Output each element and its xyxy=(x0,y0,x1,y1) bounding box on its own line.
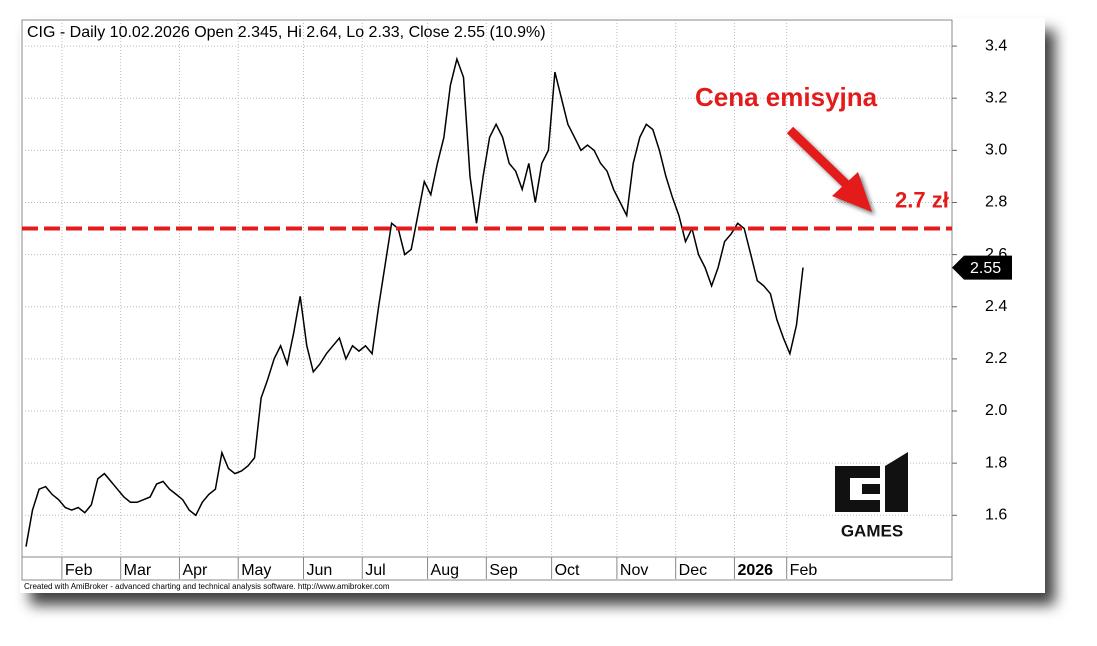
x-tick-label: Feb xyxy=(790,562,818,579)
x-tick-label: Jul xyxy=(365,562,385,579)
x-tick-label: Feb xyxy=(65,562,93,579)
reference-label: 2.7 zł xyxy=(895,187,949,212)
logo-text: GAMES xyxy=(841,521,903,540)
y-tick-label: 2.4 xyxy=(985,298,1007,315)
y-tick-label: 1.6 xyxy=(985,507,1007,524)
y-tick-label: 3.0 xyxy=(985,142,1007,159)
price-tag-label: 2.55 xyxy=(970,260,1001,277)
price-tag xyxy=(952,255,1012,280)
y-tick-label: 2.0 xyxy=(985,402,1007,419)
y-tick-label: 2.8 xyxy=(985,194,1007,211)
logo: GAMES xyxy=(835,452,908,540)
x-tick-label: Oct xyxy=(555,562,580,579)
y-tick-label: 3.4 xyxy=(985,37,1007,54)
x-tick-label: 2026 xyxy=(737,562,773,579)
x-tick-label: Jun xyxy=(307,562,333,579)
y-tick-label: 2.2 xyxy=(985,350,1007,367)
x-tick-label: Dec xyxy=(679,562,707,579)
x-tick-label: Mar xyxy=(124,562,152,579)
x-tick-label: May xyxy=(241,562,271,579)
chart-title: CIG - Daily 10.02.2026 Open 2.345, Hi 2.… xyxy=(27,24,546,41)
x-tick-label: Sep xyxy=(489,562,518,579)
x-tick-label: Nov xyxy=(620,562,648,579)
x-tick-label: Aug xyxy=(431,562,459,579)
credit: Created with AmiBroker - advanced charti… xyxy=(24,582,390,591)
x-tick-label: Apr xyxy=(182,562,208,579)
annotation: Cena emisyjna xyxy=(695,82,878,112)
y-tick-label: 3.2 xyxy=(985,89,1007,106)
arrow xyxy=(786,126,872,212)
panel xyxy=(20,18,1045,593)
price-line xyxy=(25,56,804,547)
plot-frame xyxy=(21,19,953,581)
y-tick-label: 1.8 xyxy=(985,454,1007,471)
